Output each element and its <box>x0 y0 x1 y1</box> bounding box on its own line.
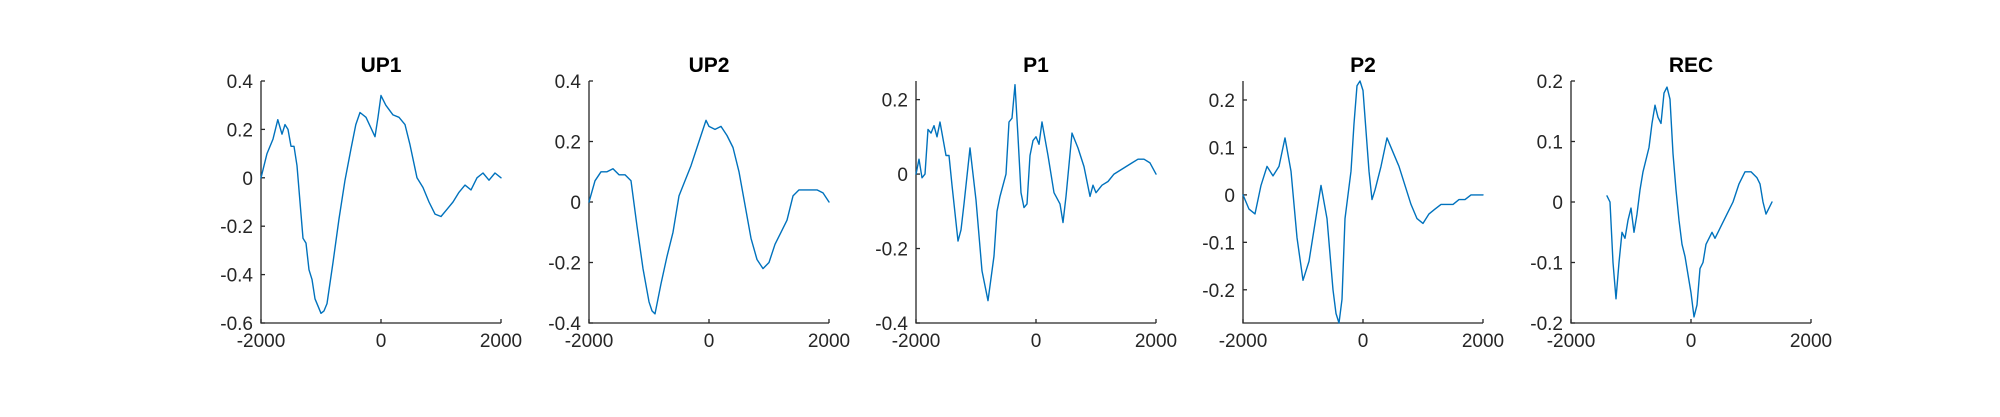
y-tick-label: 0.4 <box>555 72 582 93</box>
y-tick-label: -0.1 <box>1202 233 1235 254</box>
series-line <box>1242 80 1484 324</box>
y-tick-label: -0.2 <box>548 254 581 275</box>
y-tick-label: 0 <box>1552 193 1563 214</box>
x-tick-label: 2000 <box>1790 331 1832 352</box>
y-tick-label: -0.2 <box>220 217 253 238</box>
y-tick-label: 0.2 <box>1209 91 1235 112</box>
y-tick-label: -0.6 <box>220 314 253 335</box>
x-tick-label: 0 <box>1686 331 1697 352</box>
subplot-title: UP1 <box>361 54 402 77</box>
x-tick-label: 0 <box>704 331 715 352</box>
y-tick-label: -0.4 <box>875 314 908 335</box>
y-tick-label: -0.4 <box>220 266 253 287</box>
x-tick-label: 2000 <box>1135 331 1177 352</box>
x-tick-label: 2000 <box>480 331 522 352</box>
x-tick-label: 0 <box>376 331 387 352</box>
axes-box <box>260 81 501 324</box>
x-tick-label: -2000 <box>892 331 941 352</box>
x-tick-label: 2000 <box>1462 331 1504 352</box>
y-tick-label: 0 <box>242 169 253 190</box>
y-tick-label: 0.2 <box>227 120 253 141</box>
series-line <box>260 94 502 314</box>
series-line <box>915 84 1157 302</box>
subplot-title: P2 <box>1350 54 1376 77</box>
y-tick-label: 0.2 <box>1537 72 1563 93</box>
y-tick-label: -0.2 <box>1202 281 1235 302</box>
y-tick-label: -0.4 <box>548 314 581 335</box>
subplot-p1: -2000 0 2000 -0.4 -0.2 0 0.2 P1 <box>875 54 1177 352</box>
x-tick-label: 2000 <box>808 331 850 352</box>
axes-box <box>588 81 829 324</box>
x-tick-label: -2000 <box>237 331 286 352</box>
y-tick-label: 0 <box>897 165 908 186</box>
subplot-title: UP2 <box>689 54 730 77</box>
y-tick-label: 0.1 <box>1209 138 1235 159</box>
axes-box <box>915 81 1156 324</box>
y-tick-label: 0 <box>570 193 581 214</box>
series-line <box>1606 86 1773 318</box>
y-tick-label: -0.2 <box>1530 314 1563 335</box>
subplot-p2: -2000 0 2000 -0.2 -0.1 0 0.1 0.2 P2 <box>1202 54 1504 352</box>
x-tick-label: -2000 <box>565 331 614 352</box>
x-tick-label: -2000 <box>1219 331 1268 352</box>
x-tick-label: 0 <box>1031 331 1042 352</box>
subplot-rec: -2000 0 2000 -0.2 -0.1 0 0.1 0.2 REC <box>1530 54 1832 352</box>
axes-box <box>1242 81 1483 324</box>
y-tick-label: 0.2 <box>555 133 581 154</box>
y-tick-label: -0.1 <box>1530 254 1563 275</box>
series-line <box>588 119 830 315</box>
axes-box <box>1570 81 1811 324</box>
y-tick-label: 0.1 <box>1537 133 1563 154</box>
subplot-title: REC <box>1669 54 1713 77</box>
subplot-up2: -2000 0 2000 -0.4 -0.2 0 0.2 0.4 UP2 <box>548 54 850 352</box>
y-tick-label: -0.2 <box>875 240 908 261</box>
y-tick-label: 0.2 <box>882 91 908 112</box>
subplot-up1: -2000 0 2000 -0.6 -0.4 -0.2 0 0.2 0.4 UP1 <box>220 54 522 352</box>
x-tick-label: 0 <box>1358 331 1369 352</box>
y-tick-label: 0.4 <box>227 72 254 93</box>
x-tick-label: -2000 <box>1547 331 1596 352</box>
subplot-title: P1 <box>1023 54 1049 77</box>
y-tick-label: 0 <box>1224 186 1235 207</box>
